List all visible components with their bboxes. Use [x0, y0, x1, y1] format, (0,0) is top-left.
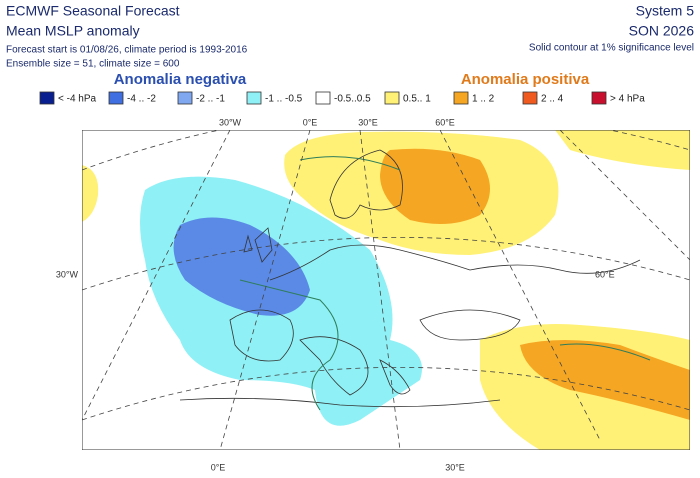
- legend-label: -4 .. -2: [127, 94, 156, 105]
- legend-swatch: [384, 91, 400, 105]
- info: Forecast start is 01/08/26, climate peri…: [6, 45, 248, 56]
- map-area: [82, 130, 690, 450]
- lon-label: 30°E: [445, 462, 465, 472]
- legend-label: 1 .. 2: [472, 94, 495, 105]
- season: SON 2026: [629, 23, 695, 39]
- map-labels: 30°W 0°E 30°E 60°E 30°W 60°E 0°E 30°E: [56, 117, 615, 472]
- legend-label: > 4 hPa: [610, 94, 645, 105]
- legend-positive-title: Anomalia positiva: [461, 71, 590, 88]
- legend-swatch: [453, 91, 469, 105]
- title: ECMWF Seasonal Forecast: [6, 3, 180, 19]
- legend: < -4 hPa -4 .. -2 -2 .. -1 -1 .. -0.5 -0.5..…: [39, 91, 645, 105]
- lon-label: 0°E: [303, 117, 318, 127]
- legend-label: 2 .. 4: [541, 94, 564, 105]
- subtitle: Mean MSLP anomaly: [6, 23, 140, 39]
- legend-swatch: [177, 91, 193, 105]
- system: System 5: [636, 3, 695, 19]
- legend-swatch: [591, 91, 607, 105]
- legend-swatch: [522, 91, 538, 105]
- info: Ensemble size = 51, climate size = 600: [6, 59, 180, 70]
- lon-label: 30°E: [358, 117, 378, 127]
- legend-label: -1 .. -0.5: [265, 94, 303, 105]
- legend-negative-title: Anomalia negativa: [114, 71, 247, 88]
- lon-label: 60°E: [435, 117, 455, 127]
- legend-label: -0.5..0.5: [334, 94, 371, 105]
- note: Solid contour at 1% significance level: [529, 43, 694, 54]
- legend-swatch: [246, 91, 262, 105]
- legend-swatch: [315, 91, 331, 105]
- lon-label: 0°E: [211, 462, 226, 472]
- legend-label: < -4 hPa: [58, 94, 97, 105]
- legend-label: -2 .. -1: [196, 94, 225, 105]
- lon-label: 30°W: [219, 117, 242, 127]
- legend-label: 0.5.. 1: [403, 94, 431, 105]
- legend-swatch: [108, 91, 124, 105]
- lon-label: 60°E: [595, 269, 615, 279]
- lon-label: 30°W: [56, 269, 79, 279]
- legend-swatch: [39, 91, 55, 105]
